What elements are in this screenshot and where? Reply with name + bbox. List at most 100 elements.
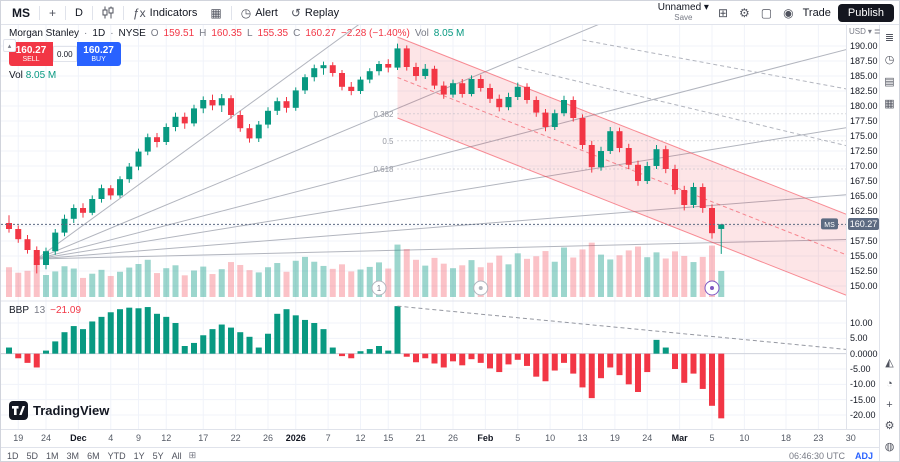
alert-button[interactable]: ◷ Alert [235, 5, 284, 21]
indicators-button[interactable]: ƒx Indicators [127, 5, 203, 21]
grid-layout-button[interactable]: ▦ [210, 5, 222, 20]
bbp-indicator-legend[interactable]: BBP 13 −21.09 [9, 305, 81, 316]
indicator-axis-label: 5.00 [850, 333, 868, 344]
fullscreen-icon[interactable]: ▢ [760, 5, 773, 20]
notifications-icon[interactable]: ◔ [886, 378, 893, 390]
range-button-5d[interactable]: 5D [26, 450, 39, 461]
toolbar-divider [65, 5, 67, 20]
price-axis-label: 170.00 [850, 161, 878, 171]
svg-text:0.382: 0.382 [373, 110, 394, 119]
chevron-down-icon: ▾ [867, 27, 872, 36]
go-to-date-icon[interactable]: ⊞ [188, 450, 197, 460]
price-chart-canvas[interactable]: 0.382 0.5 0.618 MS 1 [1, 25, 846, 429]
time-axis-label: Dec [70, 433, 87, 443]
range-button-3m[interactable]: 3M [66, 450, 80, 461]
time-axis-label: 10 [739, 433, 750, 443]
toolbar-divider [230, 5, 232, 20]
low-value: 155.35 [257, 28, 289, 39]
range-button-6m[interactable]: 6M [87, 450, 100, 461]
compare-button[interactable]: + [49, 5, 57, 20]
toolbar-divider [39, 5, 40, 20]
low-label: L [246, 28, 253, 39]
drawing-anchor-marker[interactable] [473, 280, 489, 296]
svg-text:0.618: 0.618 [373, 165, 394, 174]
publish-button[interactable]: Publish [837, 3, 894, 22]
add-pane-icon[interactable]: + [886, 399, 893, 411]
time-axis-label: 5 [709, 433, 715, 443]
range-button-1d[interactable]: 1D [7, 450, 19, 461]
date-range-group: 1D 5D 1M 3M 6M YTD 1Y 5Y All [7, 451, 182, 461]
price-axis-label: 167.50 [850, 176, 878, 186]
range-button-5y[interactable]: 5Y [152, 450, 164, 461]
sell-button[interactable]: 160.27 SELL [9, 42, 53, 66]
indicator-axis-label: 10.00 [850, 318, 873, 328]
chart-type-button[interactable] [96, 4, 120, 21]
range-button-all[interactable]: All [171, 450, 182, 461]
hotlists-icon[interactable]: ▤ [884, 76, 895, 88]
time-axis-label: Mar [671, 433, 688, 443]
volume-indicator-label: Vol [9, 70, 23, 81]
time-axis-label: 4 [108, 433, 114, 443]
volume-indicator-legend[interactable]: Vol 8.05 M [9, 70, 56, 81]
interval-button[interactable]: D [75, 6, 83, 19]
indicator-axis-label: -20.00 [850, 410, 876, 420]
high-label: H [199, 28, 207, 39]
manage-layouts-icon[interactable]: ⊞ [717, 5, 728, 20]
price-axis-label: 182.50 [850, 86, 878, 96]
open-label: O [150, 28, 159, 39]
symbol-search-button[interactable]: MS [12, 5, 30, 20]
drawing-toolbar-toggle[interactable]: ▴ [3, 39, 16, 52]
layout-menu-button[interactable]: Unnamed ▾ Save [658, 3, 709, 22]
community-icon[interactable]: ◍ [884, 441, 895, 453]
time-axis[interactable]: 19 24 Dec 4 9 12 17 22 26 2026 7 12 15 21 26 Feb 5 10 13 19… [1, 429, 879, 447]
close-value: 160.27 [305, 28, 336, 39]
time-axis-label: 19 [609, 433, 620, 443]
trade-button[interactable]: Trade [802, 6, 831, 19]
time-axis-label: 30 [845, 433, 856, 443]
save-label: Save [674, 13, 693, 22]
price-axis-label: 187.50 [850, 56, 878, 66]
bottom-right-group: 06:46:30 UTC ADJ [789, 451, 873, 461]
alert-label: Alert [255, 6, 278, 19]
adjust-data-toggle[interactable]: ADJ [854, 450, 873, 461]
alerts-icon[interactable]: ◷ [884, 54, 895, 66]
price-axis-label: 157.50 [850, 236, 878, 246]
settings-gear-icon[interactable]: ⚙ [739, 5, 750, 20]
price-axis-label: 162.50 [850, 206, 878, 216]
range-button-ytd[interactable]: YTD [107, 450, 126, 461]
price-axis-label: 177.50 [850, 116, 878, 126]
calendar-icon[interactable]: ▦ [884, 98, 895, 110]
tradingview-logo[interactable]: TradingView [9, 401, 109, 420]
range-button-1m[interactable]: 1M [46, 450, 59, 461]
fx-icon: ƒx [132, 5, 146, 20]
price-axis[interactable]: USD ▾ ≣ 160.27 190.00 187.50 185.00 182.50 1… [846, 25, 881, 429]
alarm-clock-icon: ◷ [240, 5, 252, 20]
bbp-name: BBP [9, 305, 30, 316]
chart-pane[interactable]: 0.382 0.5 0.618 MS 1 Morgan Stanley · 1D · N… [1, 25, 881, 429]
replay-button[interactable]: ↺ Replay [285, 5, 345, 21]
time-axis-label: 7 [325, 433, 331, 443]
buy-button[interactable]: 160.27 BUY [76, 42, 121, 66]
price-axis-header[interactable]: USD ▾ ≣ [849, 27, 881, 36]
svg-text:MS: MS [824, 222, 835, 229]
symbol-title[interactable]: Morgan Stanley [9, 28, 80, 39]
price-axis-label: 172.50 [850, 146, 878, 156]
time-axis-label: 12 [161, 433, 172, 443]
object-tree-icon[interactable]: ◭ [885, 357, 894, 369]
time-axis-label: 22 [230, 433, 241, 443]
open-value: 159.51 [163, 28, 195, 39]
time-axis-label: 24 [642, 433, 653, 443]
time-axis-label: 17 [198, 433, 209, 443]
snapshot-camera-icon[interactable]: ◉ [783, 5, 794, 20]
axis-menu-icon[interactable]: ≣ [873, 27, 881, 36]
clock-utc[interactable]: 06:46:30 UTC [788, 450, 845, 461]
settings-rail-icon[interactable]: ⚙ [884, 420, 895, 432]
watchlist-icon[interactable]: ≣ [884, 32, 895, 44]
last-price-badge: 160.27 [848, 218, 879, 231]
drawing-anchor-marker[interactable]: 1 [371, 280, 387, 296]
price-axis-label: 190.00 [850, 41, 878, 51]
legend-interval[interactable]: 1D [92, 28, 106, 39]
drawing-anchor-marker[interactable] [704, 280, 720, 296]
time-axis-label: 15 [383, 433, 394, 443]
range-button-1y[interactable]: 1Y [133, 450, 145, 461]
